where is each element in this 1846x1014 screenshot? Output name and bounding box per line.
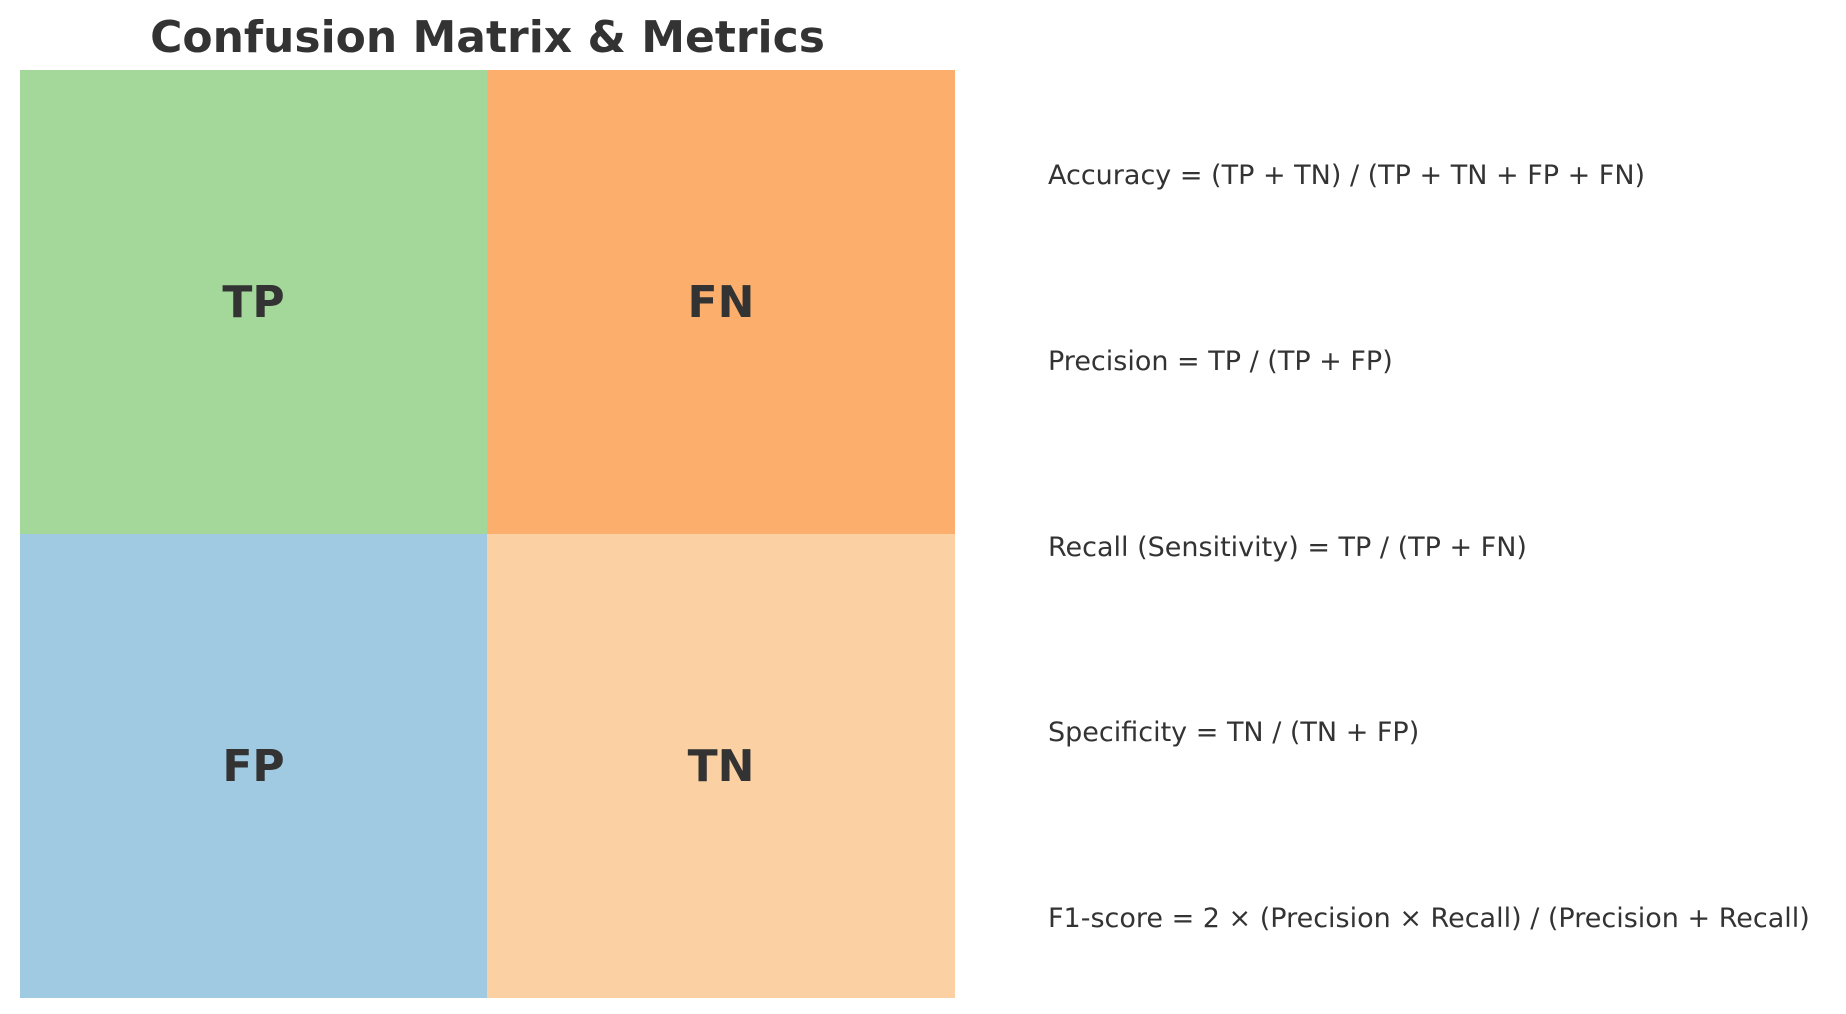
metric-specificity: Specificity = TN / (TN + FP) — [1048, 717, 1420, 748]
cell-false-negative: FN — [487, 70, 955, 534]
metric-recall: Recall (Sensitivity) = TP / (TP + FN) — [1048, 532, 1527, 563]
diagram-title: Confusion Matrix & Metrics — [150, 12, 825, 63]
metrics-list: Accuracy = (TP + TN) / (TP + TN + FP + F… — [1048, 0, 1838, 1014]
metric-f1-score: F1-score = 2 × (Precision × Recall) / (P… — [1048, 903, 1810, 934]
metric-precision: Precision = TP / (TP + FP) — [1048, 346, 1393, 377]
cell-true-positive: TP — [20, 70, 487, 534]
metric-accuracy: Accuracy = (TP + TN) / (TP + TN + FP + F… — [1048, 160, 1646, 191]
cell-true-negative: TN — [487, 534, 955, 998]
cell-false-positive: FP — [20, 534, 487, 998]
confusion-matrix: TP FN FP TN — [20, 70, 955, 998]
